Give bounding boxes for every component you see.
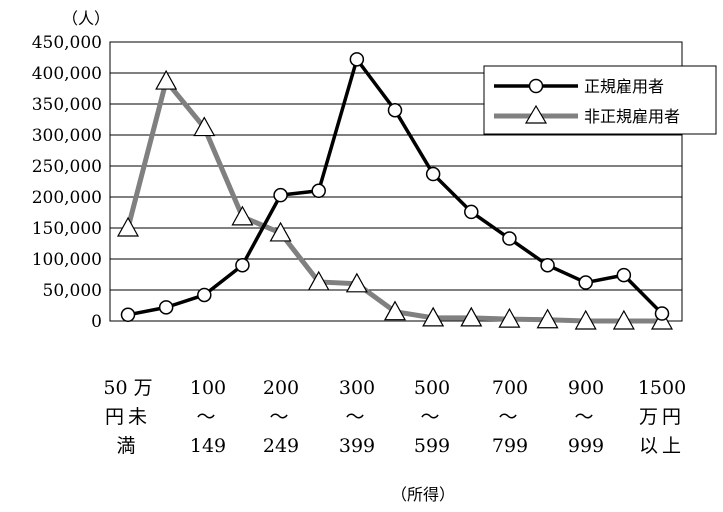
data-point-non-regular [345,272,368,293]
x-tick-label: 以上 [639,435,685,457]
x-tick-label: 満 [116,435,139,457]
data-point-non-regular [612,309,635,330]
data-point-regular [425,166,441,182]
data-point-regular [349,52,365,67]
data-point-regular [540,257,555,273]
x-tick-label: ～ [269,406,292,428]
data-point-non-regular [269,221,292,242]
legend-label: 正規雇用者 [584,77,664,96]
y-tick-label: 450,000 [32,33,102,53]
x-tick-label: 200 [263,377,299,399]
data-point-regular [464,204,479,220]
plot-area-frame [109,41,683,322]
data-point-non-regular [193,116,216,137]
y-tick-label: 100,000 [32,250,102,270]
data-point-non-regular [116,216,140,237]
x-tick-label: ～ [196,406,219,428]
data-point-non-regular [422,306,445,327]
x-tick-label: 599 [414,435,450,457]
data-point-regular [654,306,670,321]
data-point-non-regular [155,69,178,90]
x-tick-label: 700 [492,377,528,399]
legend-triangle-icon [524,104,548,124]
data-point-non-regular [383,300,407,321]
x-tick-label: 100 [190,377,226,399]
x-tick-label: 999 [568,435,604,457]
y-tick-label: 400,000 [32,64,102,84]
x-tick-label: 249 [263,435,299,457]
data-point-regular [616,267,632,283]
data-point-non-regular [536,308,559,329]
y-tick-label: 300,000 [32,126,102,146]
data-point-non-regular [498,307,521,328]
y-tick-label: 350,000 [32,95,102,115]
data-point-non-regular [460,306,483,327]
y-axis: 450,000 400,000 350,000 300,000 250,000 200,0… [32,33,102,332]
x-tick-label: 円未 [105,406,151,428]
x-tick-label: 50 万 [103,377,152,399]
data-point-non-regular [231,205,254,226]
data-point-regular [120,307,136,323]
legend-label: 非正規雇用者 [584,107,680,126]
data-point-regular [273,187,288,203]
x-tick-label: 900 [568,377,604,399]
data-point-regular [235,257,250,273]
x-tick-label: ～ [498,406,521,428]
x-tick-label: ～ [420,406,443,428]
x-tick-label: 300 [339,377,375,399]
y-unit-label: （人） [62,9,110,28]
y-tick-label: 50,000 [43,281,102,301]
legend-box [483,65,717,135]
y-tick-label: 250,000 [32,157,102,177]
x-tick-label: 149 [190,435,226,457]
data-point-regular [502,231,517,246]
series-layer [116,52,674,330]
x-tick-label: 399 [339,435,375,457]
legend-circle-icon [528,78,544,94]
data-point-regular [387,102,403,118]
data-point-regular [197,287,212,303]
data-point-non-regular [574,309,597,330]
data-point-non-regular [307,270,330,291]
data-point-regular [578,275,593,290]
y-tick-label: 200,000 [32,188,102,208]
y-tick-label: 150,000 [32,219,102,239]
x-tick-label: 500 [414,377,450,399]
y-tick-label: 0 [91,312,102,332]
data-point-regular [311,183,326,199]
x-tick-label: 万円 [639,406,685,428]
x-tick-label: 1500 [638,377,686,399]
x-axis-label: （所得） [391,485,455,504]
x-tick-label: ～ [574,406,597,428]
x-tick-label: ～ [345,406,368,428]
data-point-regular [158,300,174,315]
x-tick-label: 799 [492,435,528,457]
